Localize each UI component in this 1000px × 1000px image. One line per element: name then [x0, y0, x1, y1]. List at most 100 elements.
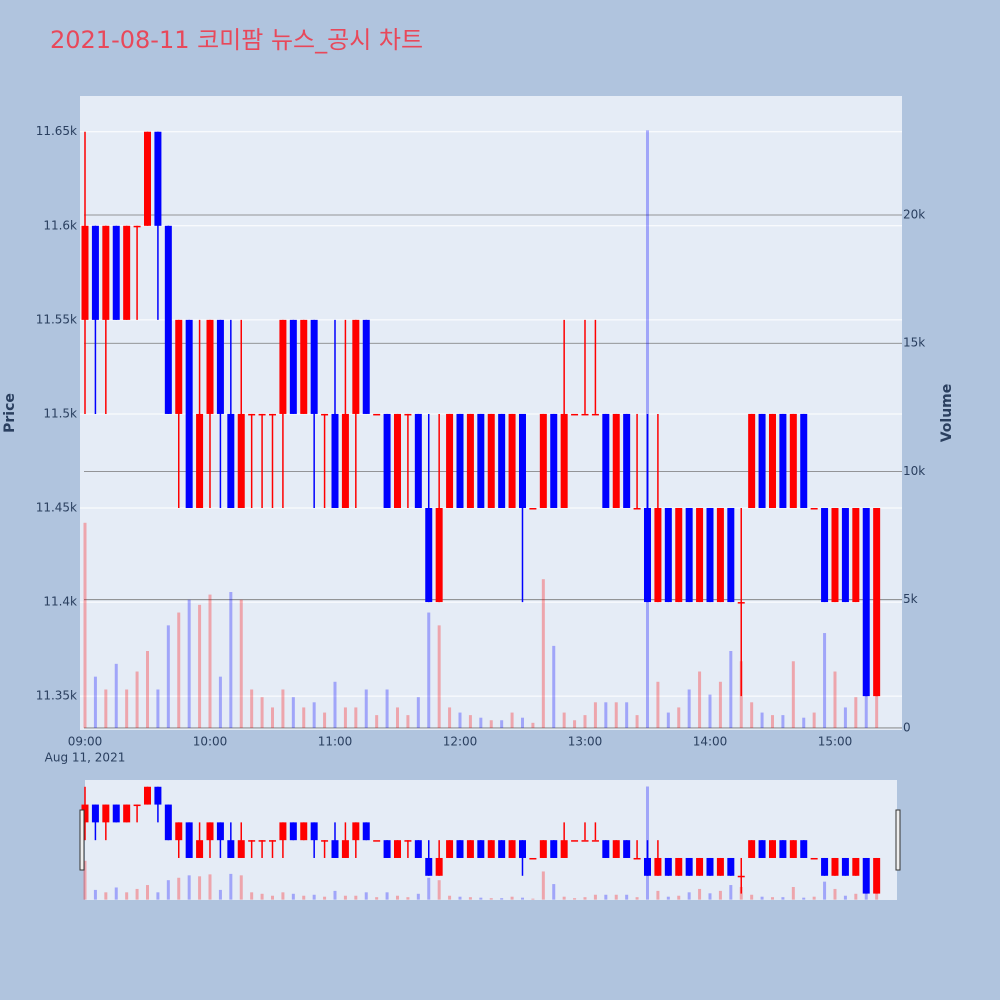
candle-body: [196, 413, 204, 509]
volume-bar: [333, 681, 337, 728]
candle-body: [352, 319, 360, 414]
mini-candle-body: [279, 822, 287, 841]
mini-candle-body: [623, 840, 631, 858]
mini-candle-body: [196, 840, 204, 858]
candle-body: [779, 413, 787, 509]
candle-body: [102, 225, 110, 320]
mini-volume-bar: [218, 889, 222, 900]
mini-candle-body: [289, 822, 297, 841]
candle-body: [237, 413, 245, 509]
candle-body: [383, 413, 391, 509]
mini-volume-bar: [812, 896, 816, 900]
candle-body: [216, 319, 224, 414]
mini-volume-bar: [687, 892, 691, 900]
x-tick-label: 13:00: [568, 735, 603, 749]
mini-volume-bar: [614, 894, 618, 900]
mini-candle-body: [352, 822, 360, 841]
mini-volume-bar: [677, 895, 681, 900]
mini-candle-body: [675, 857, 683, 876]
volume-bar: [770, 715, 774, 728]
mini-volume-bar: [531, 898, 535, 900]
volume-bar: [604, 702, 608, 728]
mini-candle-body: [633, 857, 641, 860]
candle-body: [289, 319, 297, 414]
mini-candle-body: [664, 857, 672, 876]
mini-candle-body: [258, 840, 266, 842]
candle-body: [154, 131, 162, 226]
volume-bar: [677, 707, 681, 728]
candle-body: [175, 319, 183, 414]
mini-candle-body: [654, 857, 662, 876]
mini-volume-bar: [500, 898, 504, 900]
mini-volume-bar: [104, 892, 108, 900]
candle-body: [685, 508, 693, 603]
candle-body: [623, 413, 631, 509]
volume-bar: [718, 681, 722, 728]
mini-candle-body: [185, 822, 193, 858]
mini-candle-body: [300, 822, 308, 841]
candle-body: [133, 225, 141, 228]
mini-volume-bar: [760, 896, 764, 900]
mini-candle-body: [498, 840, 506, 858]
mini-volume-bar: [406, 897, 410, 900]
candle-body: [321, 413, 329, 416]
mini-candle-body: [758, 840, 766, 858]
mini-candle-body: [154, 786, 162, 805]
volume-bar: [802, 717, 806, 728]
mini-candle-body: [81, 804, 89, 823]
candle-body: [768, 413, 776, 509]
volume-bar: [239, 599, 243, 728]
mini-volume-bar: [281, 892, 285, 900]
mini-candle-body: [706, 857, 714, 876]
mini-volume-bar: [750, 894, 754, 900]
volume-bar: [93, 676, 97, 728]
range-handle[interactable]: [79, 809, 85, 871]
mini-candle-body: [425, 857, 433, 876]
candle-body: [800, 413, 808, 509]
mini-volume-bar: [864, 890, 868, 900]
candle-body: [393, 413, 401, 509]
candle-body: [487, 413, 495, 509]
mini-candle-body: [873, 857, 881, 894]
volume-bar: [198, 604, 202, 728]
mini-volume-bar: [479, 897, 483, 900]
y-tick-label: 11.45k: [36, 501, 77, 515]
volume-bar: [833, 671, 837, 728]
volume-bar: [448, 707, 452, 728]
volume-bar: [823, 633, 827, 728]
volume-bar: [698, 671, 702, 728]
mini-candle-body: [102, 804, 110, 823]
candle-body: [716, 508, 724, 603]
mini-candle-body: [716, 857, 724, 876]
volume-bar: [302, 707, 306, 728]
candle-body: [331, 413, 339, 509]
mini-volume-bar: [291, 893, 295, 900]
volume-bar: [729, 651, 733, 728]
mini-volume-bar: [312, 894, 316, 900]
candle-body: [675, 508, 683, 603]
mini-volume-bar: [583, 897, 587, 900]
mini-volume-bar: [729, 885, 733, 900]
y-tick-label: 11.35k: [36, 689, 77, 703]
y2-tick-label: 5k: [903, 592, 918, 606]
volume-bar: [750, 702, 754, 728]
candle-body: [477, 413, 485, 509]
candle-body: [737, 602, 745, 604]
mini-volume-bar: [437, 880, 441, 900]
mini-volume-bar: [781, 897, 785, 900]
range-handle[interactable]: [895, 809, 901, 871]
candle-body: [404, 413, 412, 416]
volume-bar: [760, 712, 764, 728]
mini-candle-body: [91, 804, 99, 823]
candle-body: [612, 413, 620, 509]
volume-bar: [666, 712, 670, 728]
volume-bar: [323, 712, 327, 728]
mini-candle-body: [362, 822, 370, 841]
y-tick-label: 11.65k: [36, 124, 77, 138]
mini-candle-body: [227, 840, 235, 858]
mini-candle-body: [456, 840, 464, 858]
mini-candle-body: [446, 840, 454, 858]
mini-volume-bar: [354, 895, 358, 900]
candle-body: [550, 413, 558, 509]
candle-body: [143, 131, 151, 226]
